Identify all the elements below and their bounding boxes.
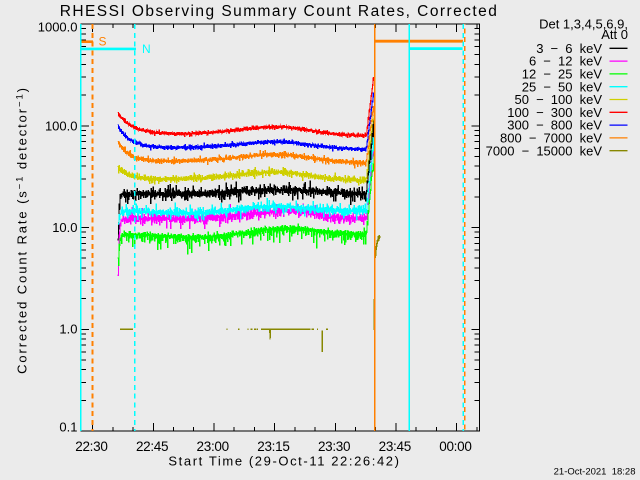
svg-text:Start Time (29-Oct-11 22:26:42: Start Time (29-Oct-11 22:26:42) — [168, 454, 400, 469]
svg-text:Att 0: Att 0 — [601, 27, 628, 42]
svg-text:1.0: 1.0 — [59, 322, 77, 337]
svg-text:300 − 800 keV: 300 − 800 keV — [507, 118, 602, 133]
svg-text:N: N — [142, 42, 151, 56]
svg-text:21-Oct-2021 18:28: 21-Oct-2021 18:28 — [554, 467, 636, 478]
svg-text:800 − 7000 keV: 800 − 7000 keV — [500, 131, 602, 146]
svg-text:Det 1,3,4,5,6,9,: Det 1,3,4,5,6,9, — [539, 16, 628, 31]
svg-text:S: S — [99, 35, 107, 49]
svg-text:Corrected Count Rate (s−1 dete: Corrected Count Rate (s−1 detector−1) — [15, 86, 30, 374]
svg-text:23:45: 23:45 — [379, 439, 411, 454]
svg-text:22:45: 22:45 — [136, 439, 168, 454]
svg-text:50 − 100 keV: 50 − 100 keV — [515, 92, 603, 107]
svg-text:100 − 300 keV: 100 − 300 keV — [507, 105, 602, 120]
svg-text:6 − 12 keV: 6 − 12 keV — [529, 54, 602, 69]
svg-text:25 − 50 keV: 25 − 50 keV — [522, 79, 603, 94]
svg-text:7000 − 15000 keV: 7000 − 15000 keV — [486, 143, 603, 158]
svg-text:23:15: 23:15 — [257, 439, 289, 454]
svg-text:22:30: 22:30 — [75, 439, 107, 454]
svg-text:RHESSI Observing Summary Count: RHESSI Observing Summary Count Rates, Co… — [60, 3, 499, 20]
svg-text:10.0: 10.0 — [52, 220, 77, 235]
svg-text:00:00: 00:00 — [439, 439, 471, 454]
svg-text:3 − 6 keV: 3 − 6 keV — [536, 41, 602, 56]
svg-text:0.1: 0.1 — [59, 420, 77, 435]
svg-text:100.0: 100.0 — [45, 119, 78, 134]
svg-text:1000.0: 1000.0 — [38, 20, 78, 35]
svg-text:23:00: 23:00 — [197, 439, 229, 454]
svg-text:23:30: 23:30 — [318, 439, 350, 454]
svg-text:12 − 25 keV: 12 − 25 keV — [522, 67, 603, 82]
